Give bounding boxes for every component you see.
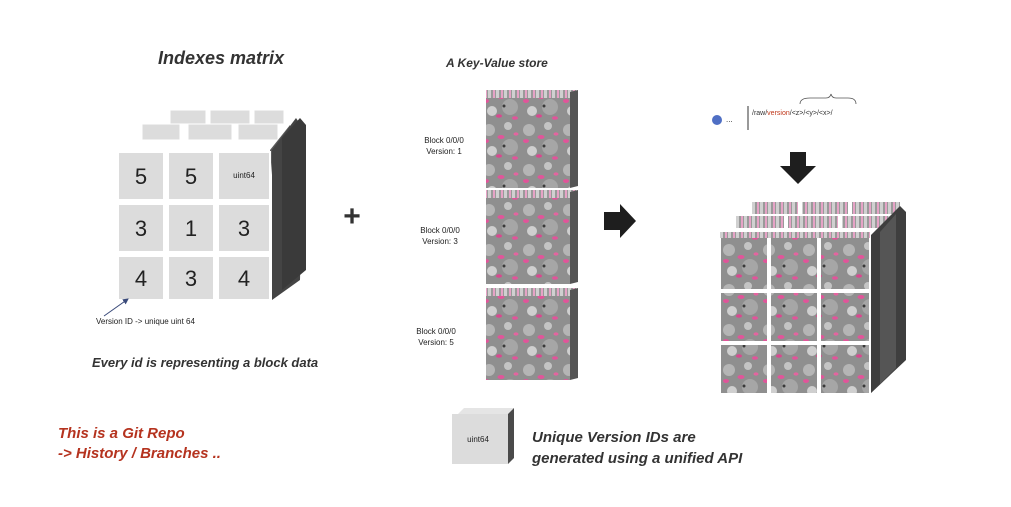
index-matrix-cube: 5 5 uint64 3 1 3 4 3 4 xyxy=(103,109,306,317)
matrix-cell-2: uint64 xyxy=(233,171,255,180)
kv-block-3 xyxy=(486,288,578,380)
down-arrow-icon xyxy=(780,152,816,184)
plus-sign: + xyxy=(343,200,361,233)
matrix-cell-5: 3 xyxy=(238,216,250,241)
kv-block-label-2-line1: Block 0/0/0 xyxy=(420,226,460,235)
git-repo-note-line2: -> History / Branches .. xyxy=(58,445,221,462)
matrix-annotation: Version ID -> unique uint 64 xyxy=(96,317,195,326)
kv-block-label-1-line1: Block 0/0/0 xyxy=(424,136,464,145)
matrix-cell-labels: 5 5 uint64 3 1 3 4 3 4 xyxy=(135,164,256,291)
unique-ids-text: Unique Version IDs are generated using a… xyxy=(532,427,742,469)
matrix-cell-3: 3 xyxy=(135,216,147,241)
kv-block-label-1-line2: Version: 1 xyxy=(426,147,462,156)
git-repo-note: This is a Git Repo -> History / Branches… xyxy=(58,424,221,464)
git-repo-note-line1: This is a Git Repo xyxy=(58,425,185,442)
matrix-cell-0: 5 xyxy=(135,164,147,189)
kv-block-label-3: Block 0/0/0 Version: 5 xyxy=(406,326,466,348)
kv-block-label-3-line2: Version: 5 xyxy=(418,338,454,347)
assembled-volume-cube xyxy=(719,202,906,395)
unique-ids-text-line1: Unique Version IDs are xyxy=(532,429,696,446)
api-path-rest: /<z>/<y>/<x>/ xyxy=(790,110,833,117)
annotation-arrow xyxy=(103,298,129,317)
api-path-version: version xyxy=(767,110,790,117)
matrix-cell-7: 3 xyxy=(185,266,197,291)
kv-store-title: A Key-Value store xyxy=(446,56,548,70)
api-path-prefix: /raw/ xyxy=(752,110,767,117)
api-path: /raw/version/<z>/<y>/<x>/ xyxy=(752,110,833,117)
api-path-ellipsis: ... xyxy=(726,115,733,124)
kv-block-1 xyxy=(486,90,578,188)
matrix-cell-1: 5 xyxy=(185,164,197,189)
blue-dot-icon xyxy=(712,115,722,125)
kv-block-label-2-line2: Version: 3 xyxy=(422,237,458,246)
api-path-bracket xyxy=(799,93,857,105)
kv-block-label-1: Block 0/0/0 Version: 1 xyxy=(414,135,474,157)
matrix-caption: Every id is representing a block data xyxy=(92,355,319,370)
matrix-cell-4: 1 xyxy=(185,216,197,241)
matrix-title: Indexes matrix xyxy=(158,48,285,68)
right-arrow-icon xyxy=(604,204,636,238)
legend-uint64-cube: uint64 xyxy=(452,408,514,464)
unique-ids-text-line2: generated using a unified API xyxy=(532,450,743,467)
matrix-cell-8: 4 xyxy=(238,266,250,291)
legend-cube-label: uint64 xyxy=(467,435,489,444)
kv-block-label-3-line1: Block 0/0/0 xyxy=(416,327,456,336)
kv-block-2 xyxy=(486,190,578,284)
matrix-cell-6: 4 xyxy=(135,266,147,291)
kv-block-label-2: Block 0/0/0 Version: 3 xyxy=(410,225,470,247)
